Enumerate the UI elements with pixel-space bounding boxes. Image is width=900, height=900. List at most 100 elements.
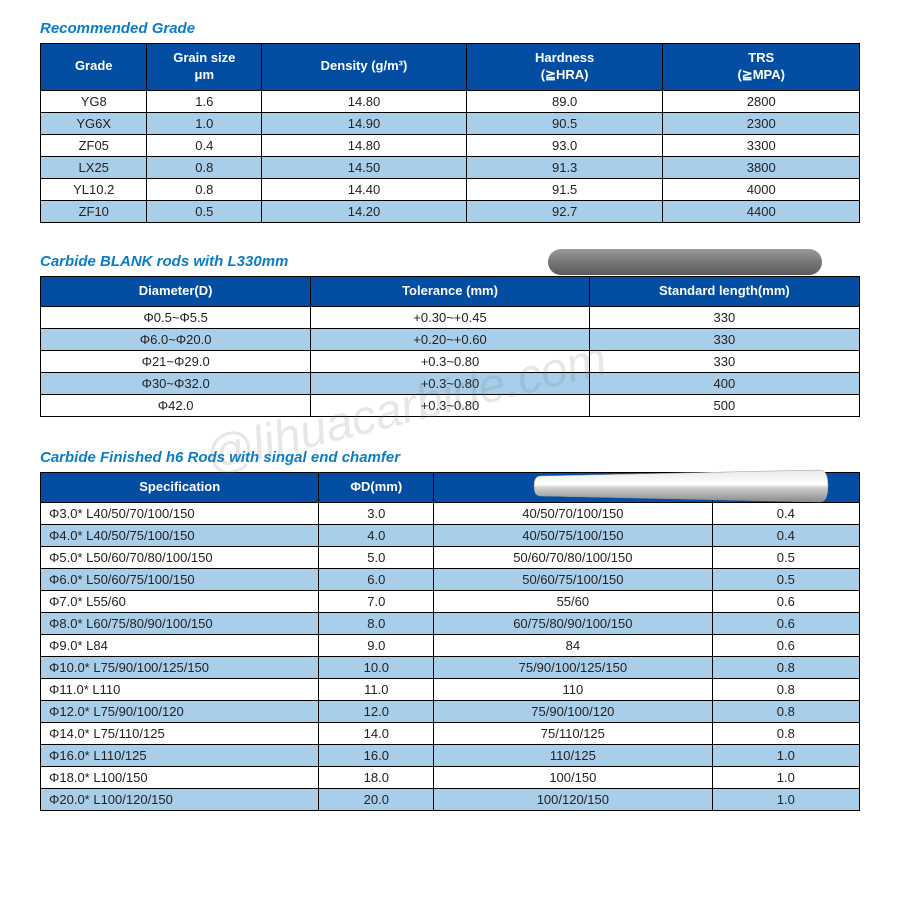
col-header: Grain sizeμm	[147, 44, 262, 91]
cell: 330	[589, 328, 859, 350]
cell: 12.0	[319, 700, 434, 722]
cell: Φ9.0* L84	[41, 634, 319, 656]
table-row: Φ8.0* L60/75/80/90/100/1508.060/75/80/90…	[41, 612, 860, 634]
cell: 5.0	[319, 546, 434, 568]
cell: +0.20~+0.60	[311, 328, 589, 350]
cell: 3.0	[319, 502, 434, 524]
cell: 89.0	[466, 90, 663, 112]
cell: 0.8	[712, 678, 859, 700]
cell: 1.6	[147, 90, 262, 112]
col-header: Specification	[41, 472, 319, 502]
cell: YG6X	[41, 112, 147, 134]
table-row: LX250.814.5091.33800	[41, 156, 860, 178]
cell: 110	[434, 678, 712, 700]
cell: 14.40	[262, 178, 467, 200]
cell: 0.5	[712, 568, 859, 590]
section1-title: Recommended Grade	[40, 20, 860, 37]
cell: 3300	[663, 134, 860, 156]
blank-rod-table: Diameter(D)Tolerance (mm)Standard length…	[40, 276, 860, 417]
cell: 500	[589, 394, 859, 416]
cell: Φ7.0* L55/60	[41, 590, 319, 612]
cell: 110/125	[434, 744, 712, 766]
cell: 84	[434, 634, 712, 656]
cell: 75/110/125	[434, 722, 712, 744]
cell: Φ8.0* L60/75/80/90/100/150	[41, 612, 319, 634]
cell: YL10.2	[41, 178, 147, 200]
cell: 4.0	[319, 524, 434, 546]
cell: 100/150	[434, 766, 712, 788]
cell: 1.0	[712, 744, 859, 766]
cell: +0.3~0.80	[311, 394, 589, 416]
table-row: ZF050.414.8093.03300	[41, 134, 860, 156]
cell: 60/75/80/90/100/150	[434, 612, 712, 634]
table-row: Φ0.5~Φ5.5+0.30~+0.45330	[41, 306, 860, 328]
cell: 2300	[663, 112, 860, 134]
col-header: Standard length(mm)	[589, 276, 859, 306]
table-row: Φ4.0* L40/50/75/100/1504.040/50/75/100/1…	[41, 524, 860, 546]
cell: ZF05	[41, 134, 147, 156]
cell: 40/50/75/100/150	[434, 524, 712, 546]
cell: 92.7	[466, 200, 663, 222]
cell: +0.30~+0.45	[311, 306, 589, 328]
cell: 91.3	[466, 156, 663, 178]
cell: 0.6	[712, 590, 859, 612]
col-header: Hardness(≧HRA)	[466, 44, 663, 91]
table-row: Φ9.0* L849.0840.6	[41, 634, 860, 656]
cell: Φ16.0* L110/125	[41, 744, 319, 766]
col-header: Diameter(D)	[41, 276, 311, 306]
cell: Φ18.0* L100/150	[41, 766, 319, 788]
table-row: Φ42.0+0.3~0.80500	[41, 394, 860, 416]
cell: 1.0	[712, 788, 859, 810]
cell: 0.8	[712, 656, 859, 678]
table-row: Φ30~Φ32.0+0.3~0.80400	[41, 372, 860, 394]
table-row: Φ18.0* L100/15018.0100/1501.0	[41, 766, 860, 788]
cell: Φ42.0	[41, 394, 311, 416]
cell: 75/90/100/125/150	[434, 656, 712, 678]
cell: 330	[589, 350, 859, 372]
table-row: Φ20.0* L100/120/15020.0100/120/1501.0	[41, 788, 860, 810]
cell: 0.5	[712, 546, 859, 568]
cell: 0.8	[712, 722, 859, 744]
cell: 4400	[663, 200, 860, 222]
cell: +0.3~0.80	[311, 372, 589, 394]
cell: 1.0	[712, 766, 859, 788]
cell: 7.0	[319, 590, 434, 612]
table-row: Φ6.0~Φ20.0+0.20~+0.60330	[41, 328, 860, 350]
cell: Φ4.0* L40/50/75/100/150	[41, 524, 319, 546]
finished-rod-icon	[530, 468, 830, 508]
cell: Φ3.0* L40/50/70/100/150	[41, 502, 319, 524]
cell: Φ6.0~Φ20.0	[41, 328, 311, 350]
blank-rod-icon	[540, 245, 830, 279]
cell: 18.0	[319, 766, 434, 788]
cell: 330	[589, 306, 859, 328]
cell: 55/60	[434, 590, 712, 612]
cell: 14.0	[319, 722, 434, 744]
cell: 50/60/75/100/150	[434, 568, 712, 590]
col-header: Tolerance (mm)	[311, 276, 589, 306]
cell: 3800	[663, 156, 860, 178]
cell: 0.5	[147, 200, 262, 222]
table-row: Φ12.0* L75/90/100/12012.075/90/100/1200.…	[41, 700, 860, 722]
cell: 14.80	[262, 134, 467, 156]
cell: 14.50	[262, 156, 467, 178]
cell: Φ21~Φ29.0	[41, 350, 311, 372]
cell: ZF10	[41, 200, 147, 222]
table-row: YG6X1.014.9090.52300	[41, 112, 860, 134]
table-row: YG81.614.8089.02800	[41, 90, 860, 112]
cell: Φ0.5~Φ5.5	[41, 306, 311, 328]
col-header: ΦD(mm)	[319, 472, 434, 502]
cell: 20.0	[319, 788, 434, 810]
cell: Φ12.0* L75/90/100/120	[41, 700, 319, 722]
table-row: Φ14.0* L75/110/12514.075/110/1250.8	[41, 722, 860, 744]
cell: 14.80	[262, 90, 467, 112]
cell: 400	[589, 372, 859, 394]
cell: 2800	[663, 90, 860, 112]
table-row: Φ5.0* L50/60/70/80/100/1505.050/60/70/80…	[41, 546, 860, 568]
cell: 0.6	[712, 634, 859, 656]
cell: 50/60/70/80/100/150	[434, 546, 712, 568]
cell: 4000	[663, 178, 860, 200]
cell: 6.0	[319, 568, 434, 590]
cell: 100/120/150	[434, 788, 712, 810]
cell: Φ11.0* L110	[41, 678, 319, 700]
cell: 16.0	[319, 744, 434, 766]
